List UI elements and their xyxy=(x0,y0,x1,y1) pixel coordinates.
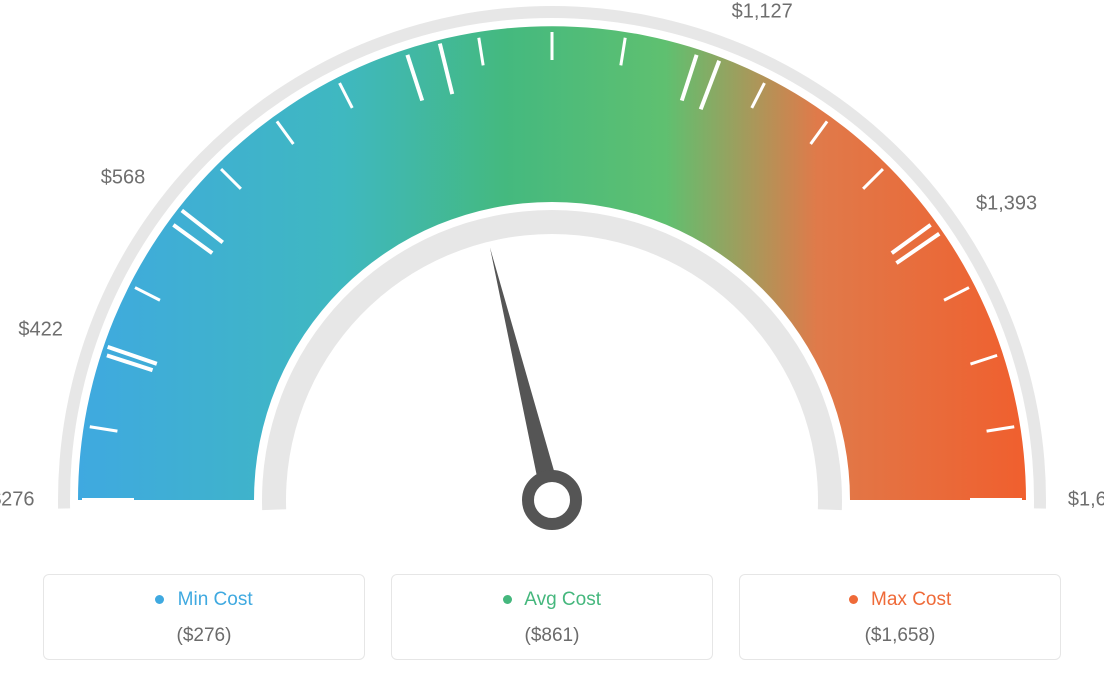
gauge-svg xyxy=(0,0,1104,560)
legend-label-avg: Avg Cost xyxy=(392,589,712,611)
tick-label: $1,127 xyxy=(732,1,793,24)
bullet-avg xyxy=(503,595,512,604)
cost-gauge-chart: $276 $422 $568 $861 $1,127 $1,393 $1,658 Min C… xyxy=(0,0,1104,690)
tick-label: $276 xyxy=(0,489,34,512)
legend-card-max: Max Cost ($1,658) xyxy=(739,574,1061,660)
gauge-needle xyxy=(490,248,562,503)
gauge-area: $276 $422 $568 $861 $1,127 $1,393 $1,658 xyxy=(0,0,1104,560)
gauge-hub xyxy=(528,476,576,524)
legend-value-max: ($1,658) xyxy=(740,625,1060,647)
bullet-max xyxy=(849,595,858,604)
tick-label: $568 xyxy=(101,167,146,190)
tick-label: $861 xyxy=(405,0,450,5)
legend-label-max: Max Cost xyxy=(740,589,1060,611)
tick-label: $1,393 xyxy=(976,193,1037,216)
legend-value-min: ($276) xyxy=(44,625,364,647)
legend-row: Min Cost ($276) Avg Cost ($861) Max Cost… xyxy=(0,574,1104,660)
bullet-min xyxy=(155,595,164,604)
tick-label: $422 xyxy=(18,318,63,341)
legend-text-min: Min Cost xyxy=(178,589,253,610)
legend-value-avg: ($861) xyxy=(392,625,712,647)
legend-text-max: Max Cost xyxy=(871,589,951,610)
tick-label: $1,658 xyxy=(1068,489,1104,512)
legend-card-avg: Avg Cost ($861) xyxy=(391,574,713,660)
legend-label-min: Min Cost xyxy=(44,589,364,611)
legend-card-min: Min Cost ($276) xyxy=(43,574,365,660)
legend-text-avg: Avg Cost xyxy=(524,589,601,610)
